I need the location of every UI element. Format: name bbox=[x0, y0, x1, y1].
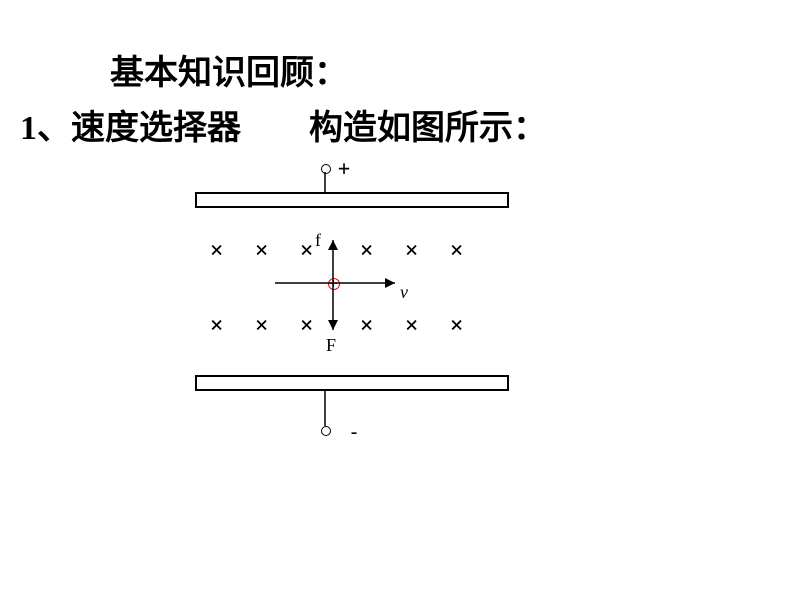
section-heading: 1、速度选择器 构造如图所示： bbox=[20, 100, 547, 149]
page-title: 基本知识回顾： bbox=[110, 45, 348, 94]
diagram-arrows bbox=[180, 150, 580, 450]
velocity-selector-diagram: +-××××××××××××fFv bbox=[180, 150, 580, 450]
